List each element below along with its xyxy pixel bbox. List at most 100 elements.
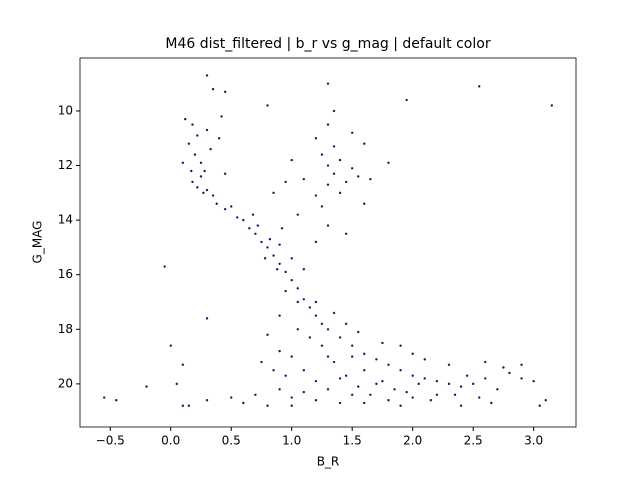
point <box>191 180 194 184</box>
point <box>423 377 426 380</box>
point <box>326 123 330 126</box>
point <box>344 232 348 235</box>
point <box>381 379 384 383</box>
point <box>453 393 457 396</box>
point <box>399 344 402 347</box>
point <box>242 218 245 222</box>
point <box>332 109 336 113</box>
point <box>350 131 354 134</box>
point <box>302 298 306 301</box>
point <box>102 396 106 399</box>
point <box>326 224 330 227</box>
point <box>272 369 275 372</box>
point <box>363 369 366 372</box>
point <box>363 142 366 145</box>
point <box>256 224 260 227</box>
point <box>344 180 348 184</box>
point <box>314 137 318 140</box>
point <box>278 388 281 391</box>
point <box>332 145 336 148</box>
point <box>538 404 541 407</box>
point <box>350 393 354 396</box>
point <box>520 377 523 380</box>
point <box>260 240 263 244</box>
point <box>308 306 312 309</box>
point <box>363 352 366 356</box>
y-tick-label: 12 <box>58 158 73 172</box>
x-tick-label: 2.5 <box>464 434 483 448</box>
point <box>387 399 390 402</box>
point <box>199 175 203 178</box>
point <box>205 74 209 77</box>
point <box>399 369 402 372</box>
point <box>223 172 227 175</box>
plot-frame <box>79 57 577 428</box>
point <box>181 404 185 407</box>
point <box>375 382 378 386</box>
point <box>326 328 330 331</box>
point <box>332 172 336 175</box>
point <box>242 401 245 405</box>
point <box>484 360 487 364</box>
chart-title: M46 dist_filtered | b_r vs g_mag | defau… <box>165 36 490 52</box>
y-tick-label: 16 <box>58 267 73 281</box>
point <box>184 117 187 121</box>
point <box>399 404 402 407</box>
point <box>417 382 420 386</box>
point <box>411 396 414 399</box>
point <box>459 385 463 388</box>
point <box>236 216 239 219</box>
point <box>290 257 293 260</box>
point <box>326 355 330 358</box>
point <box>205 399 209 402</box>
y-axis-label: G_MAG <box>31 221 45 264</box>
point <box>423 358 426 361</box>
point <box>211 194 215 197</box>
point <box>478 85 481 88</box>
point <box>381 341 384 345</box>
point <box>544 399 547 402</box>
point <box>387 363 390 366</box>
point <box>220 115 223 118</box>
point <box>447 363 451 366</box>
point <box>278 262 281 265</box>
point <box>435 379 439 383</box>
point <box>435 393 439 396</box>
x-axis-label: B_R <box>317 455 340 469</box>
point <box>471 382 475 386</box>
point <box>266 404 269 407</box>
point <box>254 232 257 235</box>
point <box>357 330 360 334</box>
x-tick-label: 1.5 <box>343 434 362 448</box>
point <box>209 147 212 151</box>
point <box>344 374 348 377</box>
point <box>187 404 191 407</box>
x-tick-label: 2.0 <box>403 434 422 448</box>
point <box>296 328 299 331</box>
point <box>350 167 354 170</box>
point <box>268 238 272 241</box>
point <box>484 377 487 380</box>
point <box>502 366 505 369</box>
point <box>251 213 255 216</box>
point <box>284 270 287 274</box>
point <box>369 393 372 396</box>
point <box>314 240 318 244</box>
point <box>326 82 330 85</box>
point <box>338 336 342 339</box>
point <box>191 123 194 126</box>
point <box>332 311 336 315</box>
point <box>215 202 218 205</box>
point <box>230 396 233 399</box>
point <box>296 287 299 290</box>
y-tick-label: 18 <box>58 322 73 336</box>
point <box>296 300 299 304</box>
point <box>532 379 535 383</box>
point <box>302 390 306 394</box>
point <box>429 399 433 402</box>
point <box>314 379 318 383</box>
point <box>296 213 299 216</box>
point <box>332 360 336 364</box>
